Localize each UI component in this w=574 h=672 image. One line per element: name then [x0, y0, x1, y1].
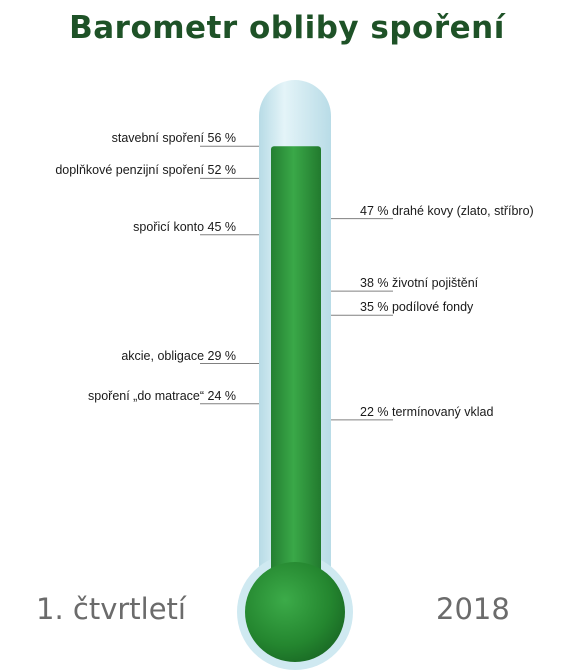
thermometer-fill-column [271, 146, 321, 612]
left-label-value: 52 % [207, 163, 237, 178]
right-label-value: 38 % [360, 276, 389, 291]
right-label-text: podílové fondy [391, 300, 474, 315]
left-label: stavební spoření 56 % [112, 131, 236, 145]
left-label: spořicí konto 45 % [133, 220, 236, 234]
thermometer-bulb [245, 562, 345, 662]
left-label: akcie, obligace 29 % [121, 349, 236, 363]
right-label: 47 % drahé kovy (zlato, stříbro) [360, 204, 534, 218]
left-label: spoření „do matrace“ 24 % [88, 389, 236, 403]
right-label-value: 22 % [360, 404, 389, 419]
right-label-value: 35 % [360, 300, 389, 315]
left-label-value: 29 % [207, 348, 237, 363]
left-label-text: spořicí konto [133, 219, 208, 234]
right-label-text: termínovaný vklad [391, 404, 494, 419]
left-label-value: 56 % [207, 131, 237, 146]
year-label: 2018 [436, 592, 510, 626]
left-label-text: stavební spoření [111, 131, 208, 146]
left-label-text: doplňkové penzijní spoření [55, 163, 208, 178]
left-label-text: spoření „do matrace“ [88, 388, 208, 403]
left-label-value: 45 % [207, 219, 237, 234]
right-label-value: 47 % [360, 203, 389, 218]
right-label: 22 % termínovaný vklad [360, 405, 493, 419]
left-label-text: akcie, obligace [121, 348, 208, 363]
left-label-value: 24 % [207, 388, 237, 403]
right-label-text: životní pojištění [391, 276, 479, 291]
left-label: doplňkové penzijní spoření 52 % [55, 163, 236, 177]
right-label: 35 % podílové fondy [360, 300, 473, 314]
right-label: 38 % životní pojištění [360, 276, 478, 290]
period-label: 1. čtvrtletí [36, 592, 186, 626]
chart-title: Barometr obliby spoření [69, 10, 505, 46]
right-label-text: drahé kovy (zlato, stříbro) [391, 203, 534, 218]
